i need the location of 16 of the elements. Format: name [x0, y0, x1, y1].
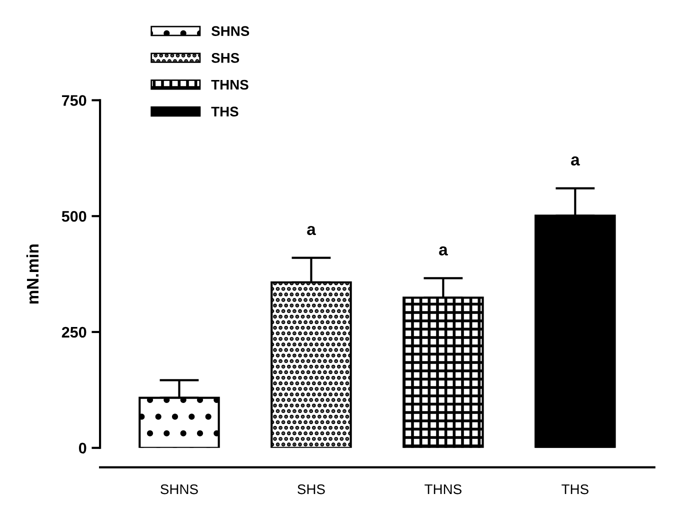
annotation: a [439, 246, 448, 256]
legend-label: THS [211, 106, 238, 117]
y-tick-label: 0 [78, 442, 86, 454]
x-tick-label: THNS [424, 484, 462, 494]
y-tick-label: 750 [62, 95, 86, 106]
x-tick-label: SHNS [160, 484, 198, 494]
legend-label: THNS [211, 80, 248, 90]
y-axis-title: mN.min [26, 244, 38, 304]
legend-label: SHS [211, 53, 240, 63]
annotation: a [571, 156, 580, 166]
legend-label: SHNS [211, 26, 250, 36]
y-tick-label: 250 [62, 326, 86, 338]
x-tick-label: THS [562, 484, 588, 494]
annotation: a [307, 226, 316, 236]
y-tick-label: 500 [62, 210, 86, 222]
x-tick-label: SHS [298, 484, 325, 494]
